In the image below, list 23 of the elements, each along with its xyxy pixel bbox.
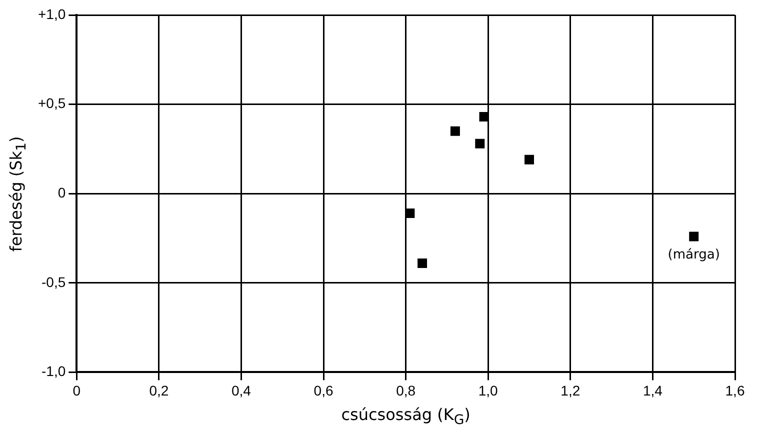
x-axis-title: csúcsosság (K$_{G}$) [341, 405, 470, 428]
x-tick-label: 1,0 [478, 382, 498, 398]
point [418, 258, 428, 268]
y-tick-label: 0 [58, 184, 66, 200]
point [479, 112, 489, 122]
point [524, 154, 534, 164]
point [405, 208, 415, 218]
y-tick-label: +1,0 [38, 6, 66, 22]
x-tick-label: 0,2 [149, 382, 169, 398]
y-tick-label: -0,5 [42, 274, 66, 290]
point [450, 126, 460, 136]
y-tick-label: -1,0 [42, 363, 66, 380]
x-tick-label: 1,2 [560, 382, 580, 398]
x-tick-label: 0,8 [396, 382, 416, 398]
y-tick-label: +0,5 [38, 95, 66, 112]
x-tick-label: 1,6 [725, 382, 745, 398]
annotation: (márga) [668, 247, 720, 262]
point [689, 232, 699, 242]
x-tick-label: 1,4 [642, 382, 663, 398]
point [475, 138, 485, 148]
x-tick-label: 0,6 [314, 382, 334, 398]
x-tick-label: 0,4 [231, 382, 252, 398]
x-tick-label: 0 [72, 382, 81, 398]
